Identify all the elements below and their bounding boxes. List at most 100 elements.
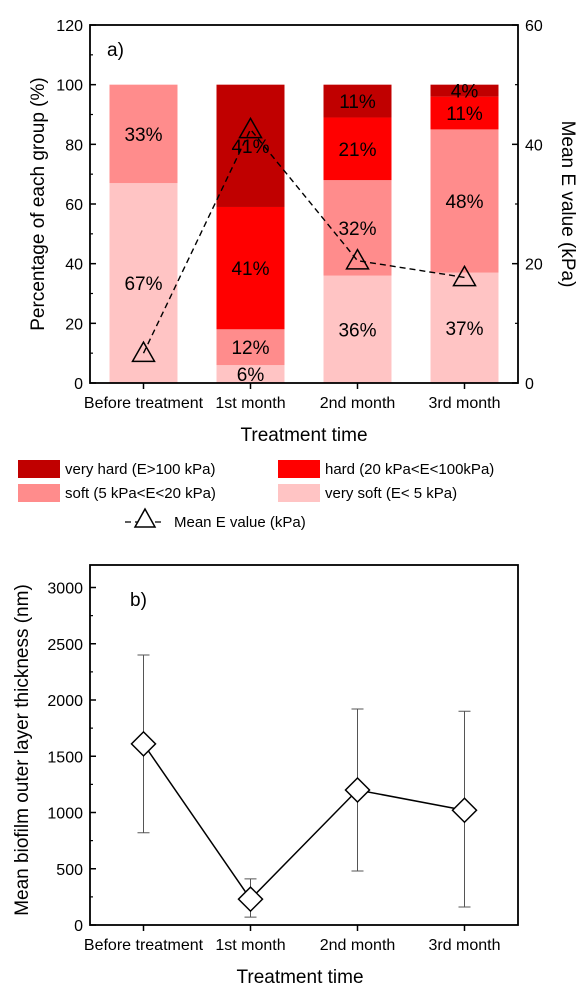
panel-a-bars [109, 84, 499, 383]
panel-a-x-axis-title: Treatment time [240, 425, 367, 446]
bar-segment-very_soft-1 [216, 365, 285, 383]
thickness-point-0 [130, 730, 157, 757]
bar-segment-very_hard-2 [323, 84, 392, 118]
legend-item-hard: hard (20 kPa<E<100kPa) [278, 460, 494, 478]
panel-a-y2-axis-title: Mean E value (kPa) [557, 121, 578, 288]
mean-e-point-2 [345, 248, 370, 270]
panel-b-left-axis: 0 500 1000 1500 2000 2500 3000 [47, 581, 96, 935]
bar-label-very_soft-2: 36% [338, 320, 376, 341]
b-y-tick-label-1500: 1500 [47, 749, 83, 766]
b-y-tick-label-1000: 1000 [47, 806, 83, 823]
panel-a-chart: 67%33%6%12%41%41%36%32%21%11%37%48%11%4%… [28, 18, 578, 446]
mean-e-line [142, 128, 465, 354]
b-x-tick-label-3: 3rd month [428, 937, 500, 954]
b-y-tick-label-2500: 2500 [47, 637, 83, 654]
bar-label-very_hard-3: 4% [451, 82, 479, 103]
thickness-point-3 [451, 797, 478, 824]
thickness-point-2 [344, 776, 371, 804]
legend-label-very-soft: very soft (E< 5 kPa) [325, 485, 457, 502]
y-tick-label-40: 40 [65, 257, 83, 274]
bar-segment-soft-2 [323, 180, 392, 276]
legend-triangle-icon [133, 507, 157, 528]
bar-segment-very_hard-1 [216, 84, 285, 207]
legend-label-hard: hard (20 kPa<E<100kPa) [325, 461, 494, 478]
panel-b-plot-frame [89, 564, 519, 926]
bar-label-soft-2: 32% [338, 219, 376, 240]
bar-label-soft-1: 12% [231, 338, 269, 359]
bar-segment-very_hard-3 [430, 84, 499, 97]
panel-b-points [130, 654, 478, 918]
bar-segment-hard-1 [216, 206, 285, 330]
bar-label-hard-3: 11% [446, 104, 483, 125]
panel-b-chart: 0 500 1000 1500 2000 2500 3000 Before treatmen… [12, 564, 519, 988]
panel-a-label: a) [107, 40, 124, 61]
bar-segment-hard-3 [430, 96, 499, 130]
y-tick-label-100: 100 [56, 78, 83, 95]
panel-a-right-axis: 0 20 40 60 [512, 18, 543, 393]
legend-item-mean-e: Mean E value (kPa) [125, 507, 306, 531]
x-tick-label-2: 2nd month [320, 395, 396, 412]
panel-a-left-axis: 0 20 40 60 80 100 120 [56, 18, 96, 393]
bar-segment-soft-3 [430, 129, 499, 273]
y-tick-label-20: 20 [65, 316, 83, 333]
b-y-tick-label-0: 0 [74, 918, 83, 935]
panel-b-x-axis: Before treatment 1st month 2nd month 3rd mo… [84, 925, 501, 954]
b-y-tick-label-500: 500 [56, 862, 83, 879]
mean-e-point-0 [131, 340, 156, 363]
bar-segment-very_soft-2 [323, 275, 392, 383]
bar-label-soft-3: 48% [445, 192, 483, 213]
bar-label-very_soft-0: 67% [124, 274, 162, 295]
legend-label-mean-e: Mean E value (kPa) [174, 514, 306, 531]
x-tick-label-3: 3rd month [428, 395, 500, 412]
bar-segment-very_soft-0 [109, 183, 178, 383]
b-x-tick-label-0: Before treatment [84, 937, 204, 954]
legend-swatch-very-soft [278, 484, 320, 502]
thickness-point-1 [237, 886, 264, 913]
panel-b-x-axis-title: Treatment time [236, 967, 363, 988]
y2-tick-label-20: 20 [525, 257, 543, 274]
panel-b-label: b) [130, 590, 147, 611]
bar-segment-soft-0 [109, 84, 178, 184]
bar-label-soft-0: 33% [124, 125, 162, 146]
legend-swatch-soft [18, 484, 60, 502]
x-tick-label-1: 1st month [215, 395, 285, 412]
b-y-tick-label-3000: 3000 [47, 581, 83, 598]
y2-tick-label-60: 60 [525, 18, 543, 35]
bar-label-very_hard-2: 11% [339, 92, 376, 113]
x-tick-label-0: Before treatment [84, 395, 204, 412]
bar-segment-very_soft-3 [430, 272, 499, 383]
b-x-tick-label-1: 1st month [215, 937, 285, 954]
bar-label-very_soft-1: 6% [237, 365, 265, 386]
bar-label-very_hard-1: 41% [231, 137, 269, 158]
legend-item-very-hard: very hard (E>100 kPa) [18, 460, 216, 478]
y2-tick-label-40: 40 [525, 137, 543, 154]
y-tick-label-60: 60 [65, 197, 83, 214]
panel-a-mean-e-line [131, 116, 477, 363]
panel-a-bar-labels: 67%33%6%12%41%41%36%32%21%11%37%48%11%4% [124, 82, 483, 386]
bar-label-hard-1: 41% [231, 259, 269, 280]
bar-segment-hard-2 [323, 117, 392, 181]
y-tick-label-0: 0 [74, 376, 83, 393]
b-y-tick-label-2000: 2000 [47, 693, 83, 710]
legend-label-soft: soft (5 kPa<E<20 kPa) [65, 485, 216, 502]
legend-swatch-very-hard [18, 460, 60, 478]
panel-a-y-axis-title: Percentage of each group (%) [28, 77, 49, 331]
panel-a-x-axis: Before treatment 1st month 2nd month 3rd mo… [84, 383, 501, 412]
mean-e-point-3 [452, 264, 477, 287]
thickness-line [142, 743, 465, 901]
y2-tick-label-0: 0 [525, 376, 534, 393]
legend-item-very-soft: very soft (E< 5 kPa) [278, 484, 457, 502]
mean-e-point-1 [238, 116, 263, 139]
bar-segment-soft-1 [216, 329, 285, 366]
legend-label-very-hard: very hard (E>100 kPa) [65, 461, 216, 478]
panel-b-y-axis-title: Mean biofilm outer layer thickness (nm) [12, 584, 33, 916]
y-tick-label-120: 120 [56, 18, 83, 35]
y-tick-label-80: 80 [65, 137, 83, 154]
legend-item-soft: soft (5 kPa<E<20 kPa) [18, 484, 216, 502]
legend: very hard (E>100 kPa) hard (20 kPa<E<100… [18, 460, 494, 531]
b-x-tick-label-2: 2nd month [320, 937, 396, 954]
legend-swatch-hard [278, 460, 320, 478]
bar-label-very_soft-3: 37% [445, 319, 483, 340]
